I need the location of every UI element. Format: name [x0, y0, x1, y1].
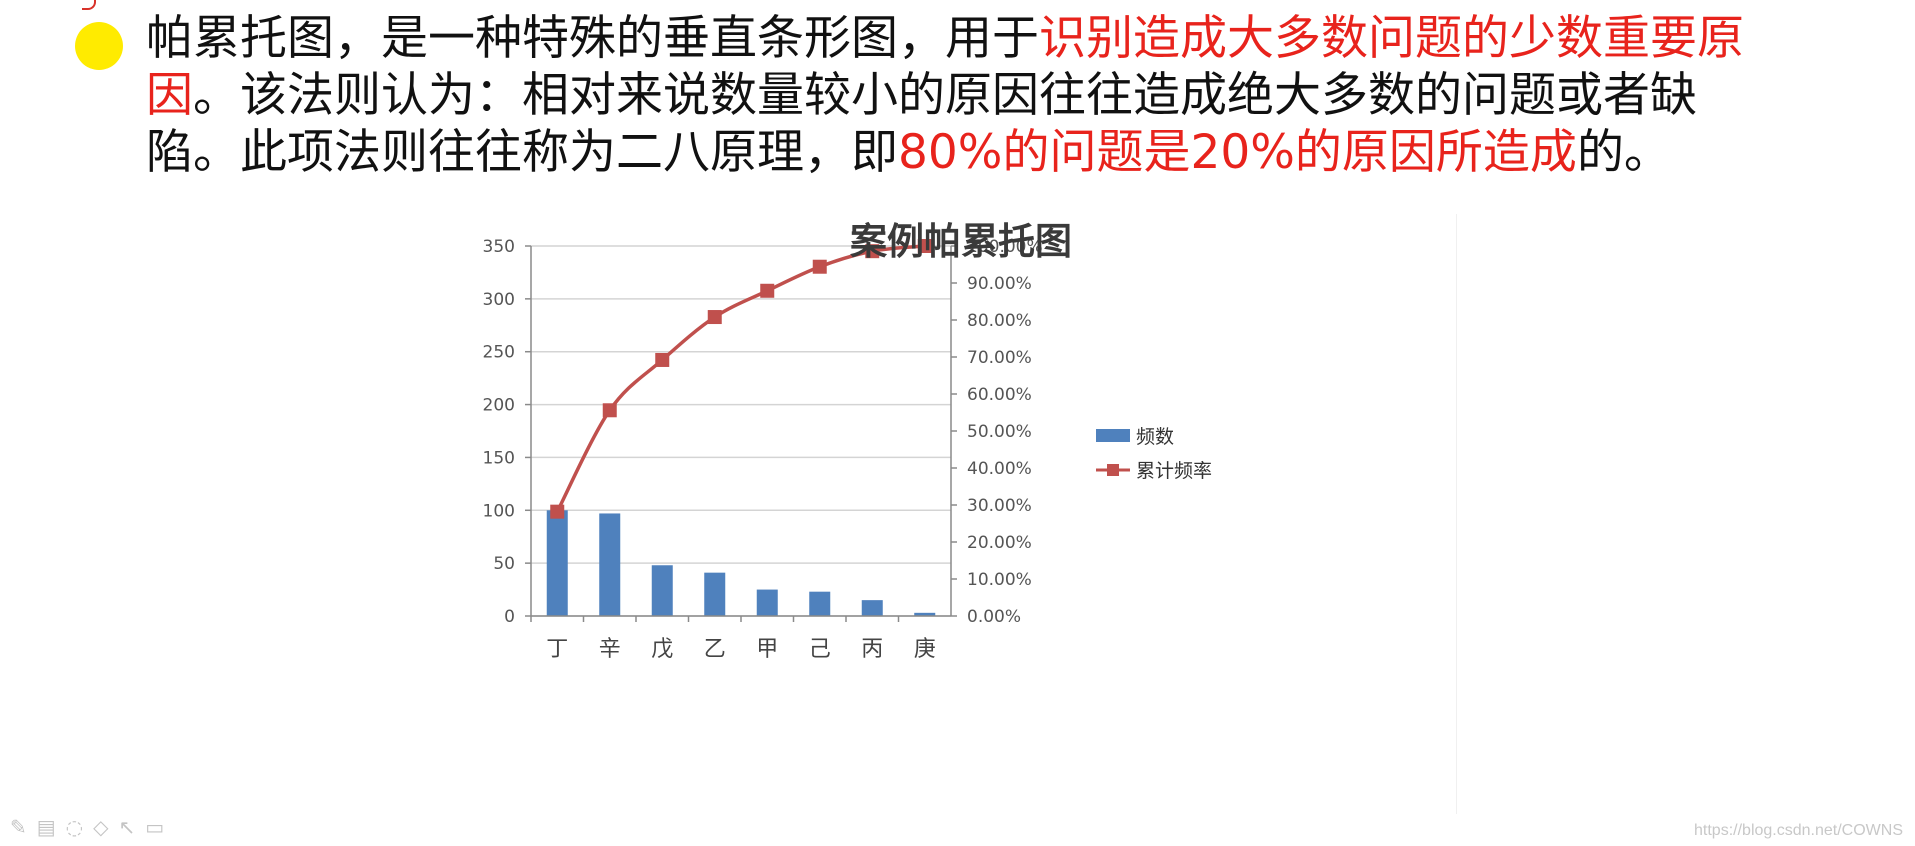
- cumulative-line: [550, 239, 932, 519]
- line-point-己: [812, 259, 827, 274]
- right-tick-label: 50.00%: [967, 422, 1032, 442]
- bar-辛: [599, 513, 621, 616]
- pointer-icon[interactable]: ↖: [118, 815, 136, 839]
- left-tick-label: 350: [483, 237, 515, 257]
- right-tick-label: 30.00%: [967, 496, 1032, 516]
- watermark: https://blog.csdn.net/COWNS: [1694, 822, 1903, 839]
- right-tick-label: 0.00%: [967, 607, 1021, 627]
- category-label: 乙: [704, 637, 726, 662]
- bullet-dot: [75, 22, 123, 70]
- eraser-icon[interactable]: ◇: [93, 815, 109, 839]
- chart-title: 案例帕累托图: [850, 220, 1072, 263]
- category-label: 丁: [546, 637, 568, 662]
- category-label: 辛: [599, 637, 621, 662]
- bar-甲: [756, 589, 778, 616]
- intro-paragraph: 帕累托图，是一种特殊的垂直条形图，用于识别造成大多数问题的少数重要原因。该法则认…: [146, 10, 1756, 181]
- bar-乙: [704, 572, 726, 616]
- intro-highlight: 识别造成大多数问题的少数重要原因: [146, 11, 1744, 123]
- line-point-戊: [655, 352, 670, 367]
- intro-text: 。该法则认为：相对来说数量较小的原因往往造成绝大多数的问题或者缺陷。此项法则往往…: [146, 68, 1697, 180]
- right-tick-label: 60.00%: [967, 385, 1032, 405]
- bars: [546, 510, 936, 616]
- right-tick-label: 100.00%: [967, 237, 1043, 257]
- line-point-庚: [917, 239, 932, 253]
- right-tick-label: 20.00%: [967, 533, 1032, 553]
- category-label: 庚: [914, 637, 936, 662]
- right-tick-label: 90.00%: [967, 274, 1032, 294]
- left-tick-label: 50: [493, 554, 515, 574]
- left-tick-label: 200: [483, 396, 515, 416]
- legend-bar-swatch: [1096, 429, 1130, 442]
- left-tick-label: 300: [483, 290, 515, 310]
- lasso-icon[interactable]: ◌: [65, 815, 84, 839]
- left-tick-label: 0: [504, 607, 515, 627]
- legend-line-label: 累计频率: [1136, 460, 1212, 482]
- category-label: 戊: [651, 637, 673, 662]
- right-tick-label: 40.00%: [967, 459, 1032, 479]
- intro-highlight: 80%的问题是20%的原因所造成: [898, 125, 1577, 180]
- left-tick-label: 150: [483, 448, 515, 468]
- bar-丙: [861, 600, 883, 616]
- cumulative-line-path: [555, 244, 925, 513]
- bar-己: [809, 591, 831, 616]
- line-point-丙: [865, 244, 880, 259]
- bar-庚: [914, 612, 936, 616]
- bar-戊: [651, 565, 673, 616]
- category-label: 甲: [756, 637, 778, 662]
- right-tick-label: 70.00%: [967, 348, 1032, 368]
- corner-pen-mark: [82, 0, 96, 10]
- intro-text: 的。: [1576, 125, 1671, 180]
- camera-icon[interactable]: ▭: [145, 815, 165, 839]
- legend-bar-label: 频数: [1136, 426, 1174, 448]
- chart-svg: 0 50 100 150 200 250 300 350 0.00% 10.00% 20.00% 30…: [483, 220, 1212, 662]
- axes: 0 50 100 150 200 250 300 350 0.00% 10.00% 20.00% 30…: [483, 237, 1043, 662]
- slide-toolbar: ✎ ▤ ◌ ◇ ↖ ▭: [10, 815, 164, 839]
- intro-text: 帕累托图，是一种特殊的垂直条形图，用于: [146, 11, 1039, 66]
- bar-丁: [546, 510, 568, 616]
- category-label: 丙: [861, 637, 883, 662]
- pen-icon[interactable]: ✎: [10, 815, 27, 839]
- left-tick-label: 100: [483, 501, 515, 521]
- line-point-乙: [707, 310, 722, 325]
- slides-icon[interactable]: ▤: [36, 815, 56, 839]
- category-label: 己: [809, 637, 831, 662]
- pareto-chart: 0 50 100 150 200 250 300 350 0.00% 10.00% 20.00% 30…: [456, 214, 1457, 814]
- line-point-辛: [602, 403, 617, 418]
- legend-line-marker: [1107, 464, 1119, 476]
- left-tick-label: 250: [483, 343, 515, 363]
- right-tick-label: 80.00%: [967, 311, 1032, 331]
- right-tick-label: 10.00%: [967, 570, 1032, 590]
- line-point-丁: [550, 504, 565, 519]
- line-point-甲: [760, 283, 775, 298]
